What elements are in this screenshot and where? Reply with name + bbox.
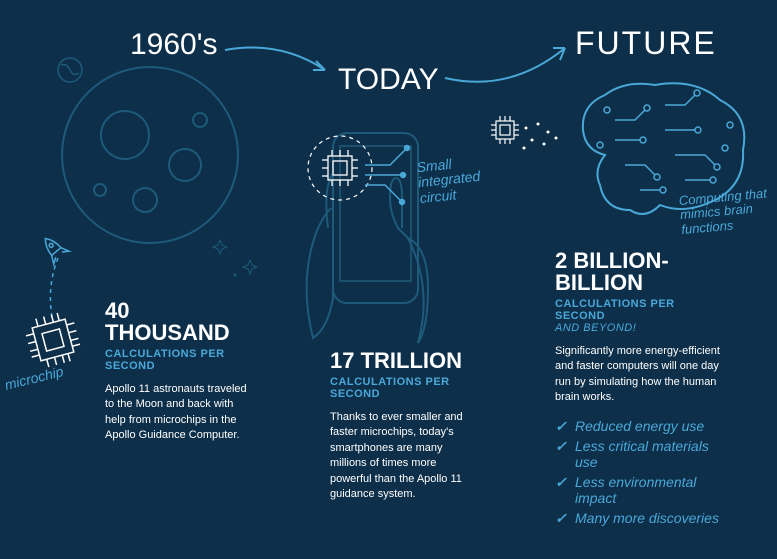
stat-number-today: 17 TRILLION — [330, 350, 475, 372]
sparkles-icon — [518, 118, 568, 158]
era-label-today: TODAY — [338, 63, 439, 97]
body-past: Apollo 11 astronauts traveled to the Moo… — [105, 382, 250, 444]
benefit-item: Less critical materials use — [555, 438, 720, 470]
column-today: 17 TRILLION CALCULATIONS PER SECOND Than… — [330, 350, 475, 502]
moon-illustration — [50, 60, 240, 250]
benefit-item: Less environmental impact — [555, 474, 720, 506]
annotation-small-circuit: Small integrated circuit — [416, 150, 520, 206]
earth-icon — [55, 55, 85, 85]
benefit-item: Reduced energy use — [555, 418, 720, 434]
era-label-future: FUTURE — [575, 25, 717, 62]
stat-unit-extra-future: AND BEYOND! — [555, 322, 720, 334]
stat-number-past: 40 THOUSAND — [105, 300, 250, 344]
era-label-1960s: 1960's — [130, 28, 217, 62]
body-today: Thanks to ever smaller and faster microc… — [330, 410, 475, 502]
stat-unit-future: CALCULATIONS PER SECOND — [555, 298, 720, 322]
body-future: Significantly more energy-efficient and … — [555, 344, 720, 406]
annotation-brain-computing: Computing that mimics brain functions — [678, 186, 776, 237]
stat-unit-today: CALCULATIONS PER SECOND — [330, 376, 475, 400]
stars-decoration — [210, 230, 270, 290]
stat-unit-past: CALCULATIONS PER SECOND — [105, 348, 250, 372]
stat-number-future: 2 BILLION-BILLION — [555, 250, 720, 294]
benefit-item: Many more discoveries — [555, 510, 720, 526]
column-future: 2 BILLION-BILLION CALCULATIONS PER SECON… — [555, 250, 720, 530]
column-past: 40 THOUSAND CALCULATIONS PER SECOND Apol… — [105, 300, 250, 444]
future-benefits-list: Reduced energy use Less critical materia… — [555, 418, 720, 526]
